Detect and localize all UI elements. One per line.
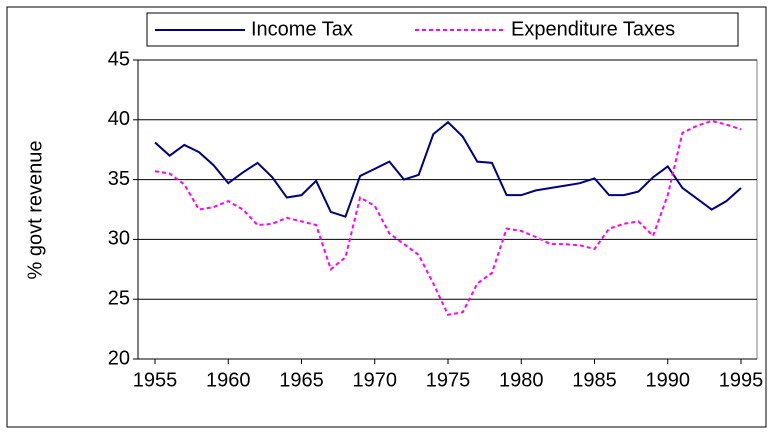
legend-label: Expenditure Taxes	[511, 18, 675, 40]
series-line	[154, 119, 742, 316]
series-line	[154, 120, 742, 218]
y-tick-label: 35	[108, 168, 130, 190]
y-axis-label: % govt revenue	[24, 141, 46, 280]
x-tick-label: 1990	[646, 369, 691, 391]
y-tick-label: 30	[108, 228, 130, 250]
y-tick-label: 25	[108, 287, 130, 309]
y-tick-label: 45	[108, 48, 130, 70]
x-tick-label: 1970	[353, 369, 398, 391]
x-tick-label: 1995	[719, 369, 764, 391]
x-tick-label: 1975	[426, 369, 471, 391]
x-tick-label: 1985	[572, 369, 617, 391]
x-tick-label: 1980	[499, 369, 544, 391]
legend-label: Income Tax	[251, 18, 353, 40]
legend-box	[146, 12, 739, 47]
y-tick-label: 40	[108, 108, 130, 130]
x-tick-label: 1955	[133, 369, 178, 391]
x-tick-label: 1965	[279, 369, 324, 391]
x-tick-label: 1960	[206, 369, 251, 391]
y-tick-label: 20	[108, 347, 130, 369]
